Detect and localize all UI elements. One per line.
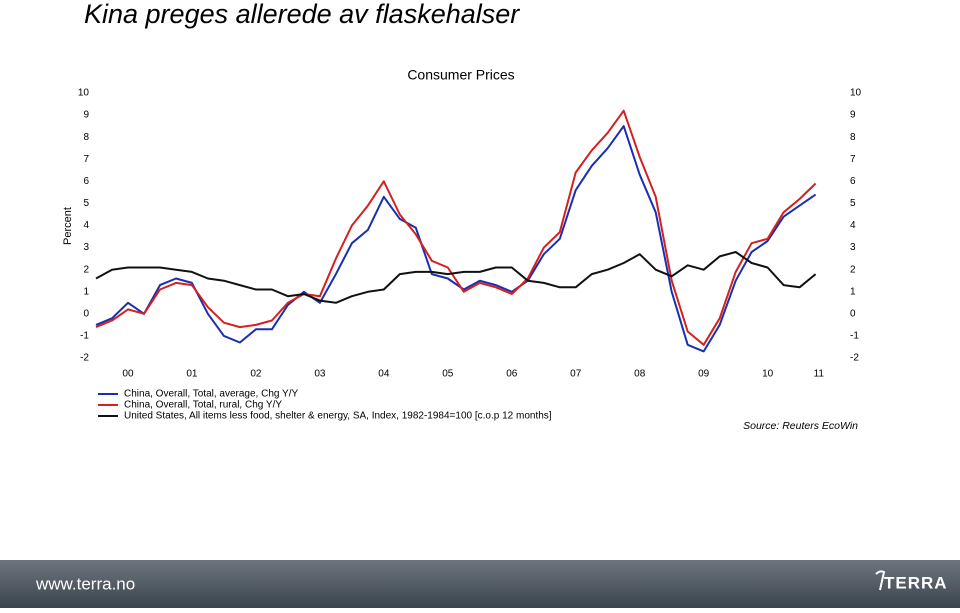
x-tick-label: 04 [378,369,390,380]
y-tick-label: 10 [78,88,90,99]
y2-tick-label: -2 [850,353,859,364]
x-tick-label: 11 [814,369,825,380]
series-line [95,125,817,353]
y2-tick-label: 9 [850,110,856,121]
y-tick-label: 0 [83,308,89,319]
y2-tick-label: -1 [850,331,859,342]
y-tick-label: 7 [83,154,89,165]
y-tick-label: 6 [83,176,89,187]
x-tick-label: 01 [186,369,198,380]
footer-url: www.terra.no [35,574,135,593]
y2-tick-label: 2 [850,264,856,275]
y-tick-label: 8 [83,132,89,143]
logo-icon [875,570,886,591]
source: Source: Reuters EcoWin [743,420,858,432]
x-tick-label: 05 [442,369,454,380]
legend-label: China, Overall, Total, average, Chg Y/Y [124,389,299,400]
series-line [95,251,817,304]
y2-tick-label: 3 [850,242,856,253]
y2-tick-label: 7 [850,154,856,165]
y-tick-label: -1 [80,331,89,342]
x-tick-label: 08 [634,369,646,380]
y-tick-label: 4 [83,220,89,231]
y-tick-label: 5 [83,198,89,209]
series-line [95,109,817,346]
y-tick-label: 1 [83,286,89,297]
x-tick-label: 06 [506,369,518,380]
y2-tick-label: 5 [850,198,856,209]
legend-label: China, Overall, Total, rural, Chg Y/Y [124,400,282,411]
y-tick-label: -2 [80,353,89,364]
x-tick-label: 00 [122,369,134,380]
y2-tick-label: 4 [850,220,856,231]
y-tick-label: 9 [83,110,89,121]
y-tick-label: 3 [83,242,89,253]
legend-label: United States, All items less food, shel… [124,411,552,422]
x-tick-label: 02 [250,369,262,380]
x-tick-label: 03 [314,369,326,380]
footer-band [0,560,960,608]
footer-logo: TERRA [884,573,948,592]
x-tick-label: 10 [762,369,774,380]
x-tick-label: 09 [698,369,710,380]
y2-tick-label: 6 [850,176,856,187]
slide-title: Kina preges allerede av flaskehalser [84,0,520,29]
y2-tick-label: 0 [850,308,856,319]
chart-title: Consumer Prices [407,67,514,83]
y-tick-label: 2 [83,264,89,275]
y-axis-label: Percent [62,207,74,245]
y2-tick-label: 10 [850,88,862,99]
x-tick-label: 07 [570,369,582,380]
y2-tick-label: 1 [850,286,856,297]
y2-tick-label: 8 [850,132,856,143]
